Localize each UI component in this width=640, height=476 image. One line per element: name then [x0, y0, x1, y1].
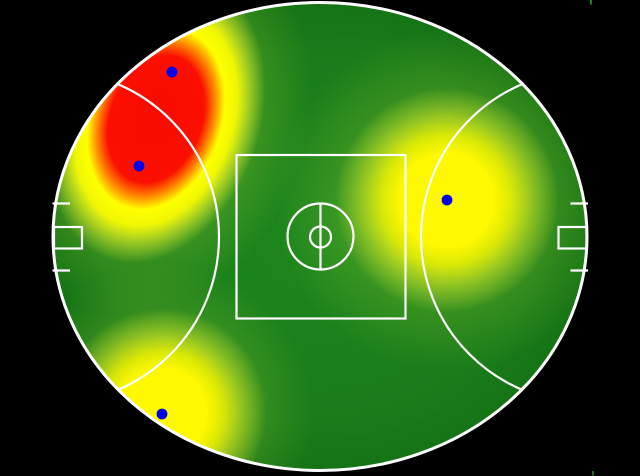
- centre-square: [235, 153, 407, 320]
- data-point: [133, 160, 145, 172]
- data-point: [156, 408, 168, 420]
- data-point: [441, 194, 453, 206]
- right-fifty-metre-arc: [419, 69, 587, 405]
- left-fifty-metre-arc: [53, 69, 221, 405]
- data-points-layer: [133, 66, 453, 420]
- data-point: [166, 66, 178, 78]
- left-goal-square: [52, 225, 84, 250]
- right-goal-square: [557, 225, 588, 250]
